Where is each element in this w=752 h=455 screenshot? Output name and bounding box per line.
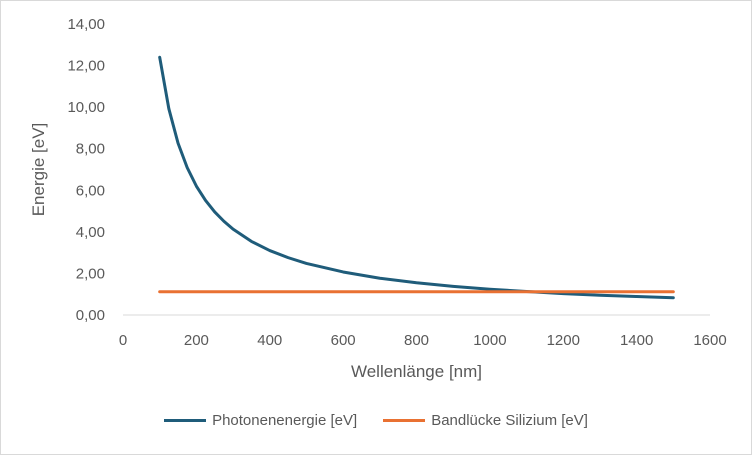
line-chart: 0,00 2,00 4,00 6,00 8,00 10,00 12,00 14,00 0 200… — [29, 16, 727, 381]
x-axis-title: Wellenlänge [nm] — [351, 362, 482, 381]
series-layer — [158, 55, 675, 300]
x-tick-label: 200 — [184, 332, 209, 349]
y-tick-label: 2,00 — [76, 265, 105, 282]
legend-swatch-silicon-bandgap — [383, 419, 426, 422]
legend: Photonenenergie [eV] Bandlücke Silizium … — [1, 412, 751, 429]
y-tick-label: 4,00 — [76, 224, 105, 241]
y-tick-label: 8,00 — [76, 141, 105, 158]
y-axis-ticks: 0,00 2,00 4,00 6,00 8,00 10,00 12,00 14,00 — [67, 16, 105, 324]
y-tick-label: 0,00 — [76, 307, 105, 324]
x-tick-label: 1400 — [620, 332, 653, 349]
x-axis-ticks: 0 200 400 600 800 1000 1200 1400 1600 — [119, 332, 727, 349]
x-tick-label: 600 — [331, 332, 356, 349]
x-tick-label: 0 — [119, 332, 127, 349]
y-tick-label: 6,00 — [76, 182, 105, 199]
y-tick-label: 10,00 — [67, 99, 105, 116]
legend-swatch-photon-energy — [164, 419, 207, 422]
x-tick-label: 1200 — [547, 332, 580, 349]
y-tick-label: 12,00 — [67, 58, 105, 75]
legend-item-silicon-bandgap[interactable]: Bandlücke Silizium [eV] — [383, 412, 588, 429]
x-tick-label: 1000 — [473, 332, 506, 349]
x-tick-label: 1600 — [693, 332, 726, 349]
y-tick-label: 14,00 — [67, 16, 105, 33]
series-line-photon-energy — [158, 55, 675, 300]
x-tick-label: 400 — [257, 332, 282, 349]
y-axis-title: Energie [eV] — [29, 123, 48, 217]
legend-item-photon-energy[interactable]: Photonenenergie [eV] — [164, 412, 357, 429]
legend-label-silicon-bandgap: Bandlücke Silizium [eV] — [431, 412, 588, 429]
x-tick-label: 800 — [404, 332, 429, 349]
legend-label-photon-energy: Photonenenergie [eV] — [212, 412, 358, 429]
